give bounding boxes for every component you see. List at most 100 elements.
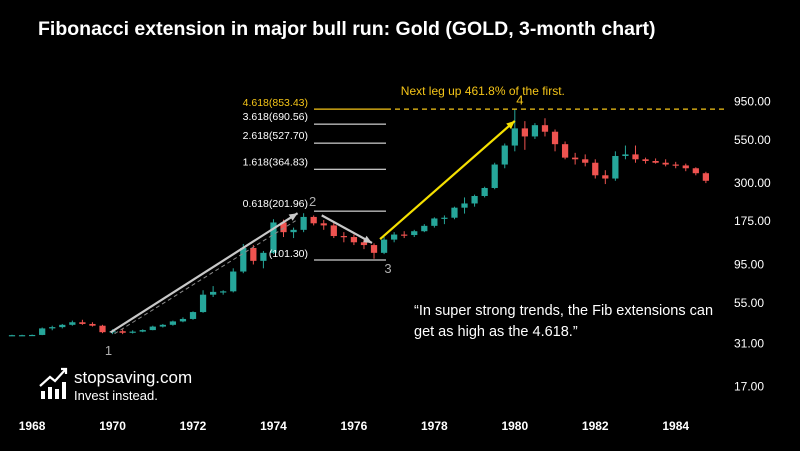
candle-body bbox=[69, 322, 76, 325]
x-tick-label: 1976 bbox=[341, 419, 368, 433]
y-tick-label: 950.00 bbox=[734, 95, 771, 109]
x-tick-label: 1970 bbox=[99, 419, 126, 433]
point-label-2: 2 bbox=[309, 194, 316, 209]
candle-body bbox=[592, 162, 599, 176]
x-tick-label: 1972 bbox=[180, 419, 207, 433]
candle-body bbox=[220, 291, 227, 293]
candle-body bbox=[28, 334, 36, 337]
candle-body bbox=[240, 247, 247, 272]
arrow-2-to-3 bbox=[321, 214, 373, 244]
y-tick-label: 55.00 bbox=[734, 296, 764, 310]
candle-body bbox=[561, 144, 569, 158]
y-tick-label: 17.00 bbox=[734, 379, 764, 393]
candle-body bbox=[49, 327, 56, 329]
fib-label: 4.618(853.43) bbox=[243, 97, 308, 109]
candle-body bbox=[380, 239, 388, 253]
candle-body bbox=[370, 245, 378, 253]
candle-body bbox=[330, 225, 337, 237]
candle-body bbox=[391, 234, 398, 240]
fib-label: 2.618(527.70) bbox=[243, 130, 308, 142]
fib-label: (101.30) bbox=[269, 248, 308, 260]
candle-body bbox=[672, 164, 679, 166]
axes-group: 950.00 550.00 300.00 175.00 95.00 55.00 31.00 1… bbox=[19, 95, 771, 433]
x-tick-label: 1978 bbox=[421, 419, 448, 433]
fib-label: 3.618(690.56) bbox=[243, 111, 308, 123]
candle-body bbox=[119, 331, 126, 333]
x-tick-label: 1980 bbox=[501, 419, 528, 433]
candle-body bbox=[572, 157, 579, 160]
y-tick-label: 300.00 bbox=[734, 176, 771, 190]
candle-body bbox=[320, 223, 327, 226]
candle-body bbox=[89, 323, 96, 326]
candle-body bbox=[421, 225, 428, 232]
candles-group bbox=[8, 109, 709, 337]
candle-body bbox=[551, 131, 559, 145]
candle-body bbox=[300, 216, 307, 230]
fib-label: 1.618(364.83) bbox=[243, 156, 308, 168]
point-label-4: 4 bbox=[516, 92, 523, 107]
candle-body bbox=[411, 231, 418, 236]
candle-body bbox=[461, 203, 468, 208]
candle-body bbox=[602, 175, 609, 179]
candle-body bbox=[149, 326, 156, 331]
candle-body bbox=[481, 187, 488, 197]
arrow-1-to-2 bbox=[109, 212, 299, 334]
candle-body bbox=[511, 128, 518, 146]
candle-body bbox=[99, 325, 106, 333]
candle-body bbox=[290, 229, 297, 233]
candle-body bbox=[622, 154, 629, 156]
brand-name: stopsaving.com bbox=[74, 368, 193, 387]
candle-body bbox=[260, 252, 267, 261]
candle-body bbox=[501, 145, 508, 165]
y-tick-label: 175.00 bbox=[734, 214, 771, 228]
candle-body bbox=[230, 271, 237, 292]
candle-body bbox=[682, 165, 689, 169]
candle-body bbox=[8, 335, 16, 337]
candle-body bbox=[159, 324, 166, 327]
x-tick-label: 1984 bbox=[662, 419, 689, 433]
candle-body bbox=[531, 125, 539, 137]
annotation-text: Next leg up 461.8% of the first. bbox=[401, 84, 565, 98]
candle-body bbox=[59, 324, 66, 328]
y-tick-label: 550.00 bbox=[734, 133, 771, 147]
brand-tagline: Invest instead. bbox=[74, 388, 158, 403]
x-tick-label: 1968 bbox=[19, 419, 46, 433]
candle-body bbox=[79, 322, 86, 324]
arrow-3-to-4-head bbox=[506, 120, 515, 130]
candle-body bbox=[129, 331, 136, 333]
candle-body bbox=[541, 125, 549, 132]
trend-dashed-line bbox=[114, 220, 296, 335]
candle-body bbox=[310, 216, 317, 224]
x-tick-label: 1982 bbox=[582, 419, 609, 433]
candle-body bbox=[702, 173, 709, 181]
candle-body bbox=[632, 154, 639, 160]
candle-body bbox=[139, 330, 146, 332]
candle-body bbox=[179, 318, 187, 322]
x-tick-label: 1974 bbox=[260, 419, 287, 433]
fib-label: 0.618(201.96) bbox=[243, 198, 308, 210]
candle-body bbox=[642, 159, 649, 161]
point-label-1: 1 bbox=[105, 343, 112, 358]
arrow-3-to-4 bbox=[379, 120, 516, 240]
candle-body bbox=[441, 217, 448, 219]
arrow-1-to-2-head bbox=[288, 213, 298, 221]
candle-body bbox=[491, 164, 498, 188]
y-tick-label: 95.00 bbox=[734, 257, 764, 271]
candle-body bbox=[270, 222, 277, 253]
quote-text: “In super strong trends, the Fib extensi… bbox=[414, 303, 714, 340]
candle-body bbox=[39, 328, 46, 335]
overlays-group: 4.618(853.43) 3.618(690.56) 2.618(527.70) 1… bbox=[105, 84, 724, 358]
bar-chart-logo-icon bbox=[39, 367, 68, 399]
candle-body bbox=[169, 321, 177, 325]
candle-body bbox=[692, 168, 699, 174]
candle-body bbox=[210, 291, 217, 295]
candle-body bbox=[451, 207, 458, 218]
candle-body bbox=[250, 247, 257, 261]
candle-body bbox=[431, 218, 438, 226]
candle-body bbox=[360, 242, 368, 246]
arrow-2-to-3-head bbox=[363, 235, 373, 243]
candle-body bbox=[401, 234, 408, 236]
candle-body bbox=[280, 222, 287, 233]
